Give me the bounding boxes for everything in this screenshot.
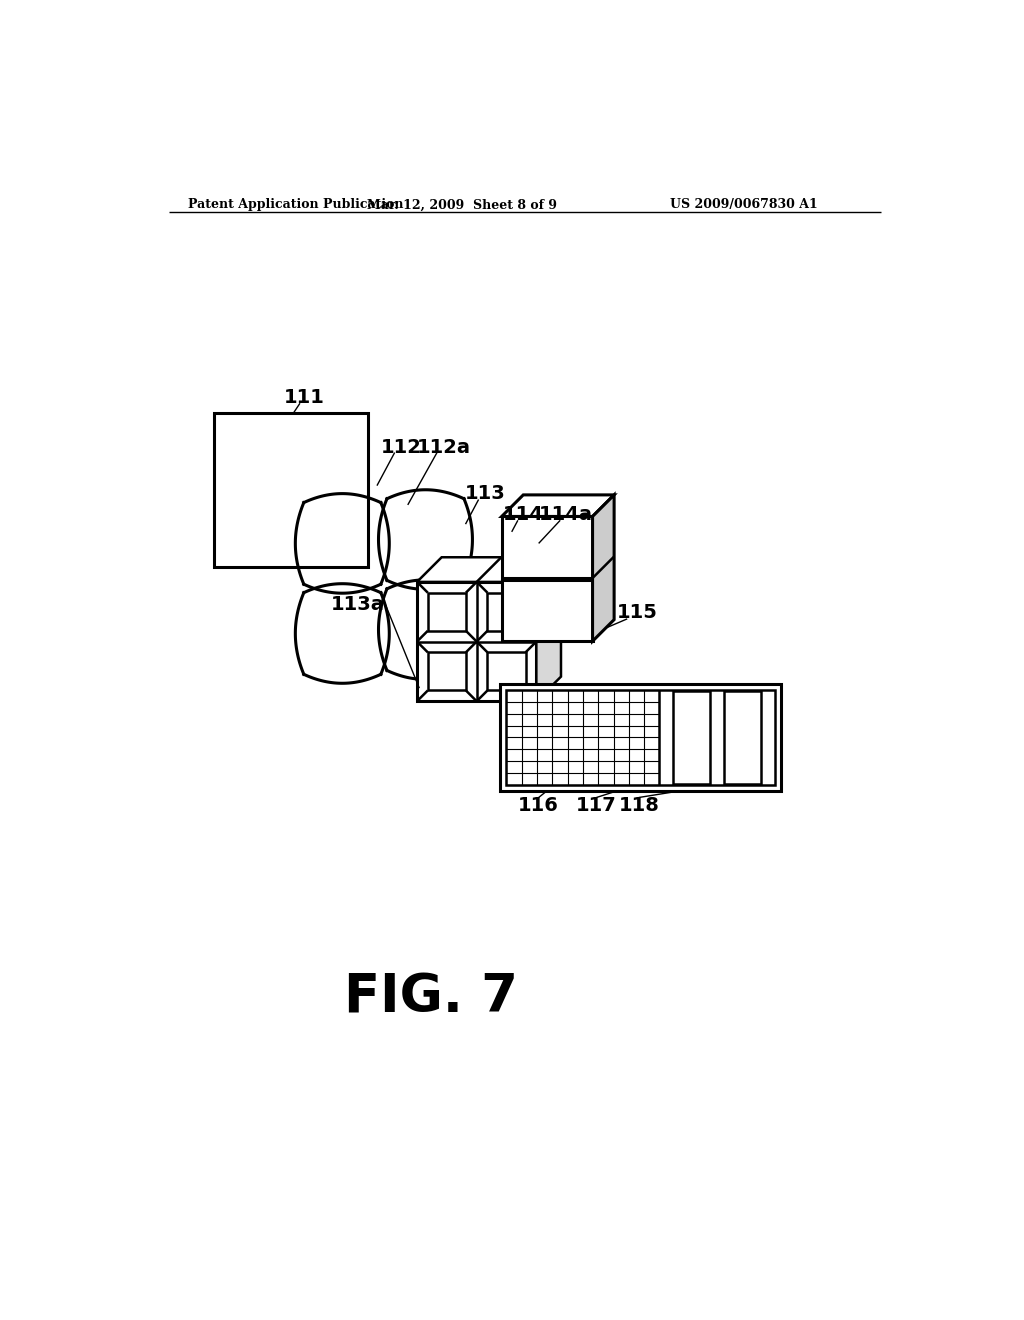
Text: Patent Application Publication: Patent Application Publication [188, 198, 403, 211]
Polygon shape [502, 495, 614, 516]
Text: 111: 111 [284, 388, 325, 407]
Bar [487, 593, 525, 631]
Polygon shape [593, 495, 614, 642]
Text: 112: 112 [381, 438, 422, 457]
Text: 116: 116 [518, 796, 559, 814]
Text: 117: 117 [577, 796, 616, 814]
Text: Mar. 12, 2009  Sheet 8 of 9: Mar. 12, 2009 Sheet 8 of 9 [367, 198, 557, 211]
Bar [428, 652, 466, 690]
Bar [487, 652, 525, 690]
Text: 113: 113 [465, 484, 505, 503]
Bar [214, 412, 368, 566]
Bar [724, 692, 761, 784]
Text: 112a: 112a [417, 438, 471, 457]
Polygon shape [537, 557, 561, 701]
Bar [674, 692, 711, 784]
Bar [500, 684, 781, 792]
Polygon shape [417, 557, 561, 582]
Bar [502, 579, 593, 642]
Bar [506, 689, 775, 785]
Text: 114a: 114a [539, 504, 593, 524]
Bar [502, 516, 593, 578]
Bar [428, 593, 466, 631]
Text: US 2009/0067830 A1: US 2009/0067830 A1 [670, 198, 817, 211]
Text: 113a: 113a [331, 595, 385, 615]
Text: FIG. 7: FIG. 7 [344, 972, 518, 1024]
Text: 114: 114 [503, 504, 544, 524]
Text: 115: 115 [616, 603, 657, 622]
Text: 118: 118 [618, 796, 659, 814]
Bar [417, 582, 537, 701]
